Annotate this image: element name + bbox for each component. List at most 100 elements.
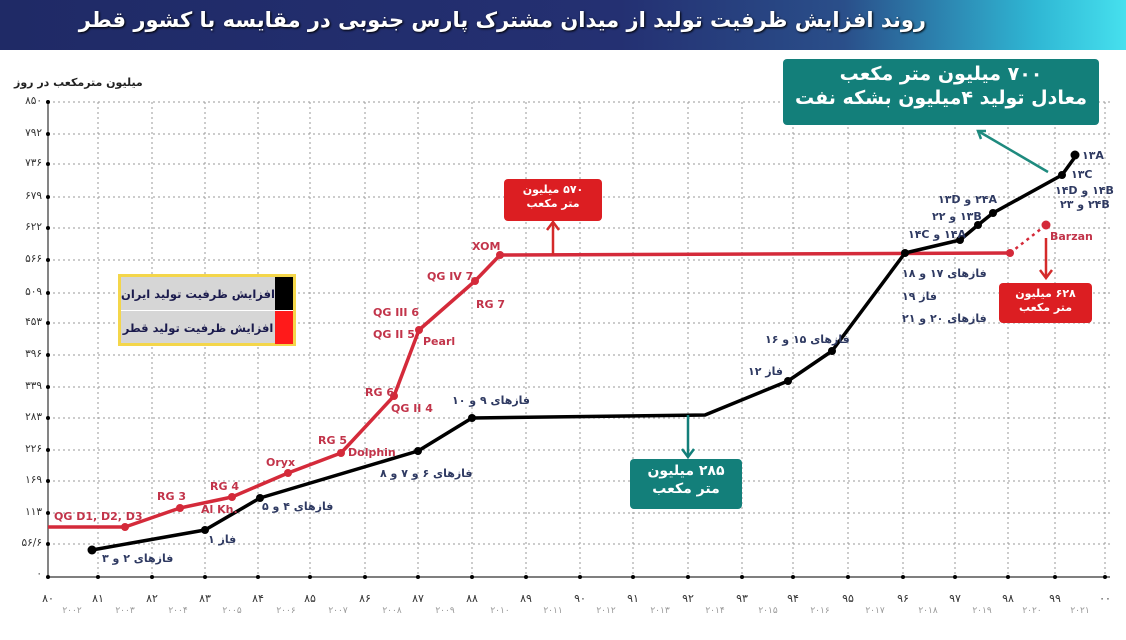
x-tick: ۸۱ [92,592,104,605]
label-qg-d123: QG D1, D2, D3 [54,510,143,523]
x-year: ۲۰۱۱ [543,606,563,616]
callout-628: ۶۲۸ میلیون متر مکعب [999,283,1092,323]
label-13c: ۱۳C [1071,168,1093,181]
label-pearl: Pearl [423,335,456,348]
label-barzan: Barzan [1050,230,1093,243]
label-phase-17-18: فازهای ۱۷ و ۱۸ [902,267,987,280]
label-rg5: RG 5 [318,434,347,447]
label-alkh: Al Kh. [201,503,238,516]
x-tick: ۹۸ [1002,592,1014,605]
arrow-iran-700 [976,129,1049,174]
x-year: ۲۰۰۳ [115,606,135,616]
series-qatar [48,220,1051,531]
x-year: ۲۰۱۵ [758,606,778,616]
label-oryx: Oryx [266,456,296,469]
legend-item-iran: افزایش ظرفیت تولید ایران [121,277,293,311]
label-phase-2-3: فازهای ۲ و ۳ [102,552,174,565]
callout-570: ۵۷۰ میلیون متر مکعب [504,179,602,221]
label-rg6: RG 6 [365,386,394,399]
y-tick: ۰ [36,568,42,580]
y-tick: ۷۹۲ [25,127,42,139]
label-qgii5: QG II 5 [373,328,415,341]
legend-label: افزایش ظرفیت تولید ایران [121,286,275,301]
label-qgii4: QG II 4 [391,402,433,415]
x-tick: ۸۷ [412,592,424,605]
x-year: ۲۰۱۰ [490,606,510,616]
label-rg3: RG 3 [157,490,186,503]
callout-text: ۲۸۵ میلیون [647,463,725,479]
label-14a-14c: ۱۴A و ۱۴C [908,228,966,241]
x-year: ۲۰۰۶ [276,606,296,616]
x-tick: ۸۸ [466,592,478,605]
series-iran [87,150,1080,555]
callout-text: متر مکعب [526,196,580,210]
x-year: ۲۰۰۲ [62,606,82,616]
arrow-qatar-570 [546,219,560,255]
x-tick: ۹۶ [897,592,909,605]
x-year: ۲۰۰۸ [382,606,402,616]
label-qgiv7: QG IV 7 [427,270,474,283]
y-tick: ۳۹۶ [25,348,42,360]
x-year: ۲۰۰۵ [222,606,242,616]
legend-label: افزایش ظرفیت تولید قطر [122,320,274,335]
label-13a: ۱۳A [1082,149,1104,162]
x-tick: ۸۶ [359,592,371,605]
page-title: روند افزایش ظرفیت تولید از میدان مشترک پ… [78,8,926,32]
y-tick: ۴۵۳ [25,316,42,328]
grid [48,101,1110,576]
y-axis-label: میلیون مترمکعب در روز [14,76,143,89]
x-tick: ۰۰ [1099,592,1111,605]
callout-285: ۲۸۵ میلیون متر مکعب [630,459,742,509]
label-rg4: RG 4 [210,480,239,493]
callout-text: ۶۲۸ میلیون [1015,287,1076,300]
label-phase-9-10: فازهای ۹ و ۱۰ [452,394,530,407]
callout-text: ۵۷۰ میلیون [522,183,584,196]
label-phase-6-7-8: فازهای ۶ و ۷ و ۸ [380,467,473,480]
label-qgiii6: QG III 6 [373,306,419,319]
y-tick: ۶۲۲ [25,221,42,233]
label-24b-23: ۲۴B و ۲۳ [1060,198,1110,211]
label-xom: XOM [472,240,501,253]
x-tick: ۹۵ [842,592,854,605]
x-year: ۲۰۱۹ [972,606,992,616]
axis-dots [46,100,1107,579]
callout-text: ۷۰۰ میلیون متر مکعب [839,63,1043,85]
label-phase-19: فاز ۱۹ [902,290,937,303]
callout-text: متر مکعب [652,480,720,497]
y-tick: ۵۰۹ [25,286,42,298]
x-tick: ۸۲ [146,592,158,605]
x-tick: ۹۰ [574,592,586,605]
label-rg7: RG 7 [476,298,505,311]
x-tick: ۸۵ [304,592,316,605]
label-phase-4-5: فازهای ۴ و ۵ [262,500,334,513]
x-year: ۲۰۱۳ [650,606,670,616]
x-year: ۲۰۱۶ [810,606,830,616]
label-14b-14d: ۱۴B و ۱۴D [1055,184,1114,197]
legend-item-qatar: افزایش ظرفیت تولید قطر [121,311,293,344]
x-year: ۲۰۱۴ [705,606,725,616]
x-tick: ۹۴ [787,592,799,605]
x-year: ۲۰۲۱ [1070,606,1090,616]
header-banner: روند افزایش ظرفیت تولید از میدان مشترک پ… [0,0,1126,50]
y-tick: ۳۳۹ [25,380,42,392]
y-tick: ۷۳۶ [25,157,42,169]
y-tick: ۱۶۹ [25,474,42,486]
label-dolphin: Dolphin [348,446,396,459]
x-year: ۲۰۰۷ [328,606,348,616]
label-phase-15-16: فازهای ۱۵ و ۱۶ [765,333,850,346]
y-tick: ۱۱۳ [25,506,42,518]
x-year: ۲۰۱۲ [596,606,616,616]
legend-swatch-black [275,277,293,310]
x-tick: ۹۱ [627,592,639,605]
label-phase-12: فاز ۱۲ [748,365,783,378]
y-tick: ۲۸۳ [25,411,42,423]
x-tick: ۹۷ [949,592,961,605]
y-tick: ۶۷۹ [25,190,42,202]
y-tick: ۲۲۶ [25,443,42,455]
label-phase-1: فاز ۱ [208,533,237,546]
y-tick: ۵۶۶ [25,253,42,265]
x-year: ۲۰۰۴ [168,606,188,616]
y-tick: ۸۵۰ [25,95,42,107]
label-24a-13d: ۲۴A و ۱۳D [938,193,998,206]
